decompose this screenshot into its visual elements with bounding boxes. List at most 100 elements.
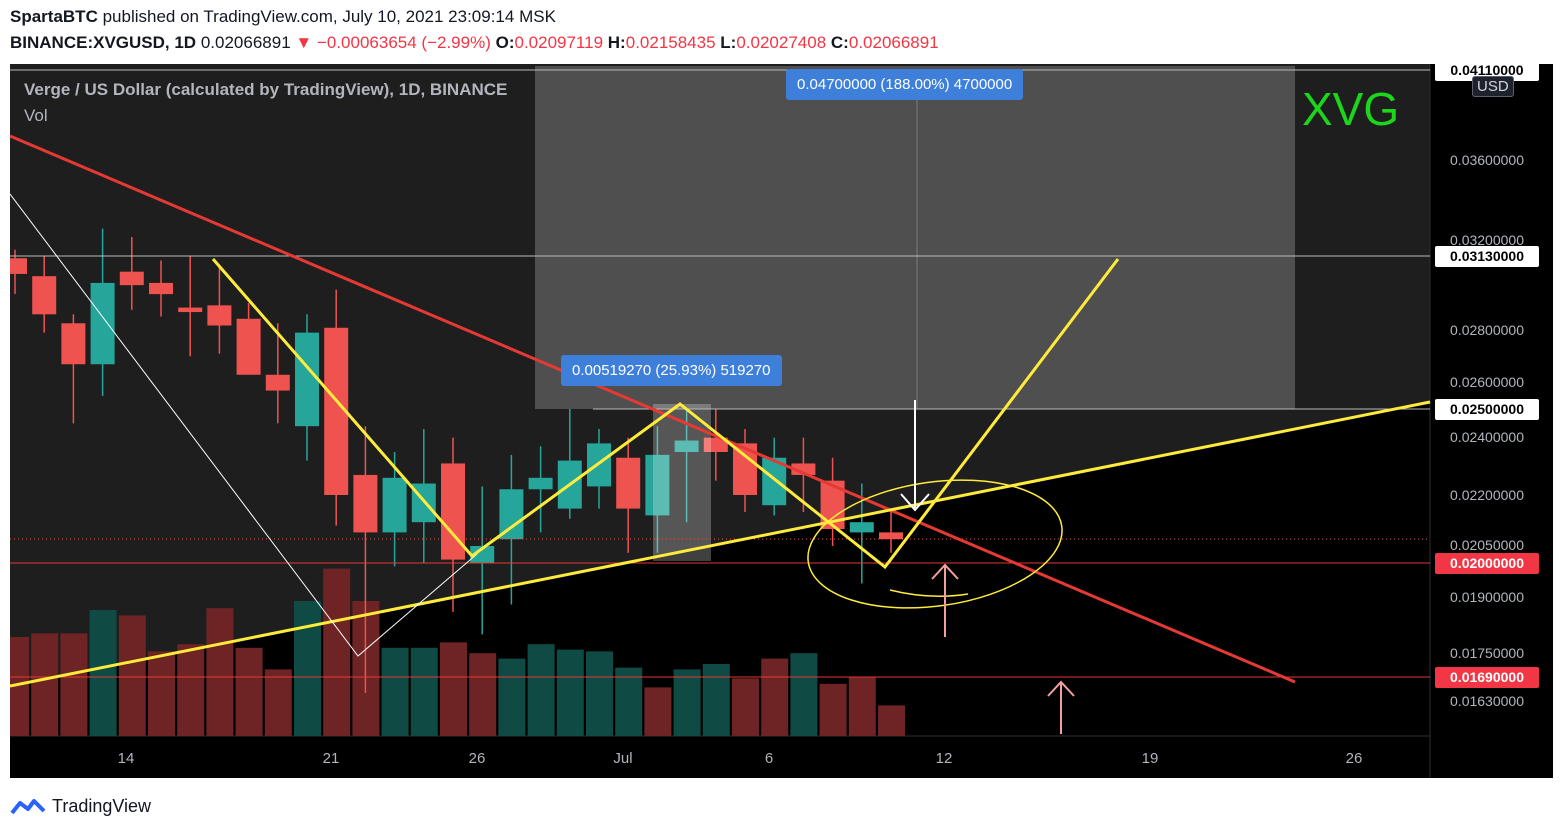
- volume-bar: [440, 642, 467, 736]
- candle-down[interactable]: [236, 318, 261, 375]
- candle-down[interactable]: [879, 532, 903, 540]
- low-label: L:: [720, 33, 737, 52]
- measure-label-small[interactable]: 0.00519270 (25.93%) 519270: [561, 355, 782, 386]
- volume-bar: [702, 664, 730, 736]
- currency-button[interactable]: USD: [1472, 76, 1514, 97]
- volume-bar: [177, 644, 205, 736]
- volume-bar: [644, 687, 672, 736]
- volume-label: Vol: [24, 106, 48, 125]
- candle-up[interactable]: [295, 332, 319, 427]
- thin-wedge-line[interactable]: [10, 193, 478, 657]
- chart-title: Verge / US Dollar (calculated by Trading…: [24, 80, 508, 99]
- highlight-ellipse[interactable]: [800, 465, 1071, 623]
- time-axis-label: Jul: [613, 750, 632, 767]
- symbol-name: BINANCE:XVGUSD, 1D: [10, 33, 197, 52]
- down-arrow-icon[interactable]: [900, 493, 930, 512]
- candle-down[interactable]: [149, 282, 173, 295]
- volume-bar: [381, 647, 409, 736]
- price-axis-label: 0.02600000: [1450, 374, 1524, 390]
- price-axis-label: 0.01690000: [1450, 669, 1524, 685]
- candle-up[interactable]: [674, 440, 699, 452]
- candle-up[interactable]: [499, 489, 524, 540]
- volume-bar: [31, 633, 59, 736]
- footer-brand[interactable]: TradingView: [10, 794, 151, 818]
- candle-up[interactable]: [90, 282, 115, 365]
- volume-bar: [819, 683, 847, 736]
- price-axis-label: 0.03200000: [1450, 232, 1524, 248]
- price-axis-label: 0.01900000: [1450, 589, 1524, 605]
- open-label: O:: [495, 33, 515, 52]
- volume-bar: [732, 678, 759, 736]
- volume-bar: [118, 615, 146, 736]
- volume-bar: [294, 601, 321, 736]
- price-axis-label: 0.01750000: [1450, 645, 1524, 661]
- measure-zone-small[interactable]: [653, 404, 711, 561]
- candle-up[interactable]: [470, 546, 495, 563]
- candle-down[interactable]: [207, 305, 232, 326]
- volume-bar: [323, 568, 351, 736]
- price-chart[interactable]: 0.04110000 0.03600000 0.032000000.03130000…: [10, 64, 1553, 778]
- ascending-trendline[interactable]: [10, 400, 1431, 688]
- published-text: published on TradingView.com, July 10, 2…: [102, 7, 556, 26]
- price-level-badge[interactable]: [1435, 246, 1539, 267]
- up-arrow-icon-2[interactable]: [1047, 680, 1075, 697]
- candle-down[interactable]: [10, 258, 27, 274]
- price-axis-label: 0.03130000: [1450, 248, 1524, 264]
- volume-bar: [761, 658, 789, 736]
- price-axis-label: 0.02050000: [1450, 537, 1524, 553]
- close-label: C:: [830, 33, 849, 52]
- zigzag-pattern[interactable]: [211, 258, 1120, 570]
- candle-up[interactable]: [645, 454, 670, 516]
- time-axis-label: 21: [323, 750, 340, 767]
- candle-down[interactable]: [353, 474, 378, 533]
- candle-down[interactable]: [61, 323, 86, 365]
- candle-down[interactable]: [791, 463, 816, 475]
- price-axis-label: 0.02400000: [1450, 429, 1524, 445]
- close-value: 0.02066891: [848, 33, 939, 52]
- measure-zone-large[interactable]: [535, 66, 1295, 409]
- volume-bar: [586, 651, 613, 736]
- candle-up[interactable]: [849, 522, 874, 533]
- volume-bar: [264, 669, 292, 736]
- symbol-line: BINANCE:XVGUSD, 1D 0.02066891 ▼ −0.00063…: [10, 33, 939, 53]
- price-axis-label: 0.02800000: [1450, 322, 1524, 338]
- volume-bar: [527, 644, 555, 736]
- price-level-badge[interactable]: [1435, 553, 1539, 574]
- price-axis-label: 0.02200000: [1450, 487, 1524, 503]
- last-price: 0.02066891: [200, 33, 291, 52]
- publication-line: SpartaBTC published on TradingView.com, …: [10, 7, 556, 27]
- chart-pane[interactable]: 0.04110000 0.03600000 0.03200000 0.03130000…: [10, 64, 1553, 778]
- time-axis-label: 26: [469, 750, 486, 767]
- measure-label-large[interactable]: 0.04700000 (188.00%) 4700000: [786, 69, 1024, 100]
- ticker-mark: XVG: [1302, 83, 1400, 135]
- volume-bar: [615, 667, 643, 736]
- volume-bar: [673, 669, 701, 736]
- candle-up[interactable]: [382, 477, 407, 533]
- candle-down[interactable]: [616, 457, 641, 509]
- price-axis-label: 0.01630000: [1450, 693, 1524, 709]
- volume-bar: [206, 608, 234, 736]
- volume-bar: [498, 658, 526, 736]
- candle-up[interactable]: [528, 477, 553, 490]
- candle-down[interactable]: [32, 276, 57, 315]
- price-axis-label: 0.03600000: [1450, 152, 1524, 168]
- time-axis-label: 26: [1346, 750, 1363, 767]
- high-value: 0.02158435: [625, 33, 716, 52]
- up-arrow-icon-1[interactable]: [931, 563, 959, 580]
- candle-down[interactable]: [703, 437, 728, 452]
- volume-bar: [556, 649, 584, 736]
- price-change: ▼ −0.00063654 (−2.99%): [295, 33, 491, 52]
- candle-down[interactable]: [178, 307, 203, 313]
- price-level-badge[interactable]: [1435, 667, 1539, 688]
- price-axis-label: 0.02000000: [1450, 555, 1524, 571]
- descending-trendline[interactable]: [10, 134, 1296, 684]
- price-axis-label: 0.04110000: [1450, 64, 1523, 78]
- author-name[interactable]: SpartaBTC: [10, 7, 98, 26]
- open-value: 0.02097119: [514, 33, 604, 52]
- price-level-badge[interactable]: [1435, 399, 1539, 420]
- volume-bar: [60, 633, 88, 736]
- candle-down[interactable]: [119, 271, 144, 286]
- volume-bar: [878, 705, 905, 736]
- candle-down[interactable]: [265, 374, 290, 391]
- time-axis-label: 6: [765, 750, 773, 767]
